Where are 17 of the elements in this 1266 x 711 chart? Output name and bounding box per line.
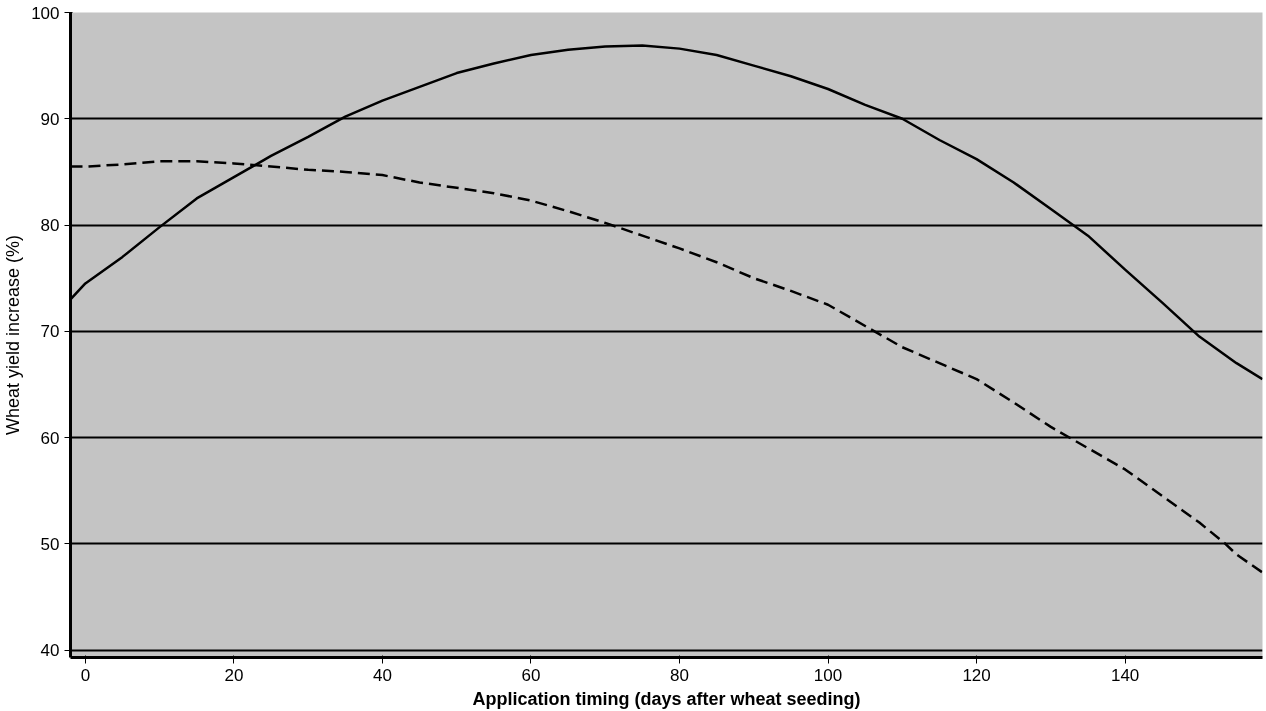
x-tick-label: 100 (813, 665, 843, 685)
x-tick-label: 40 (372, 665, 392, 685)
x-tick-label: 140 (1110, 665, 1140, 685)
x-tick-label: 0 (80, 665, 91, 685)
y-tick-label: 50 (40, 534, 60, 554)
x-tick-label: 60 (521, 665, 541, 685)
y-tick-label: 60 (40, 428, 60, 448)
x-tick-label: 20 (224, 665, 244, 685)
y-tick-label: 70 (40, 322, 60, 342)
y-axis-title: Wheat yield increase (%) (3, 234, 24, 436)
y-tick-label: 90 (40, 109, 60, 129)
x-tick-label: 120 (962, 665, 991, 685)
y-tick-label: 40 (40, 641, 60, 661)
y-tick-label: 100 (31, 3, 60, 23)
x-axis-title: Application timing (days after wheat seeding) (472, 688, 861, 709)
x-tick-label: 80 (670, 665, 689, 685)
y-tick-label: 80 (40, 216, 60, 236)
